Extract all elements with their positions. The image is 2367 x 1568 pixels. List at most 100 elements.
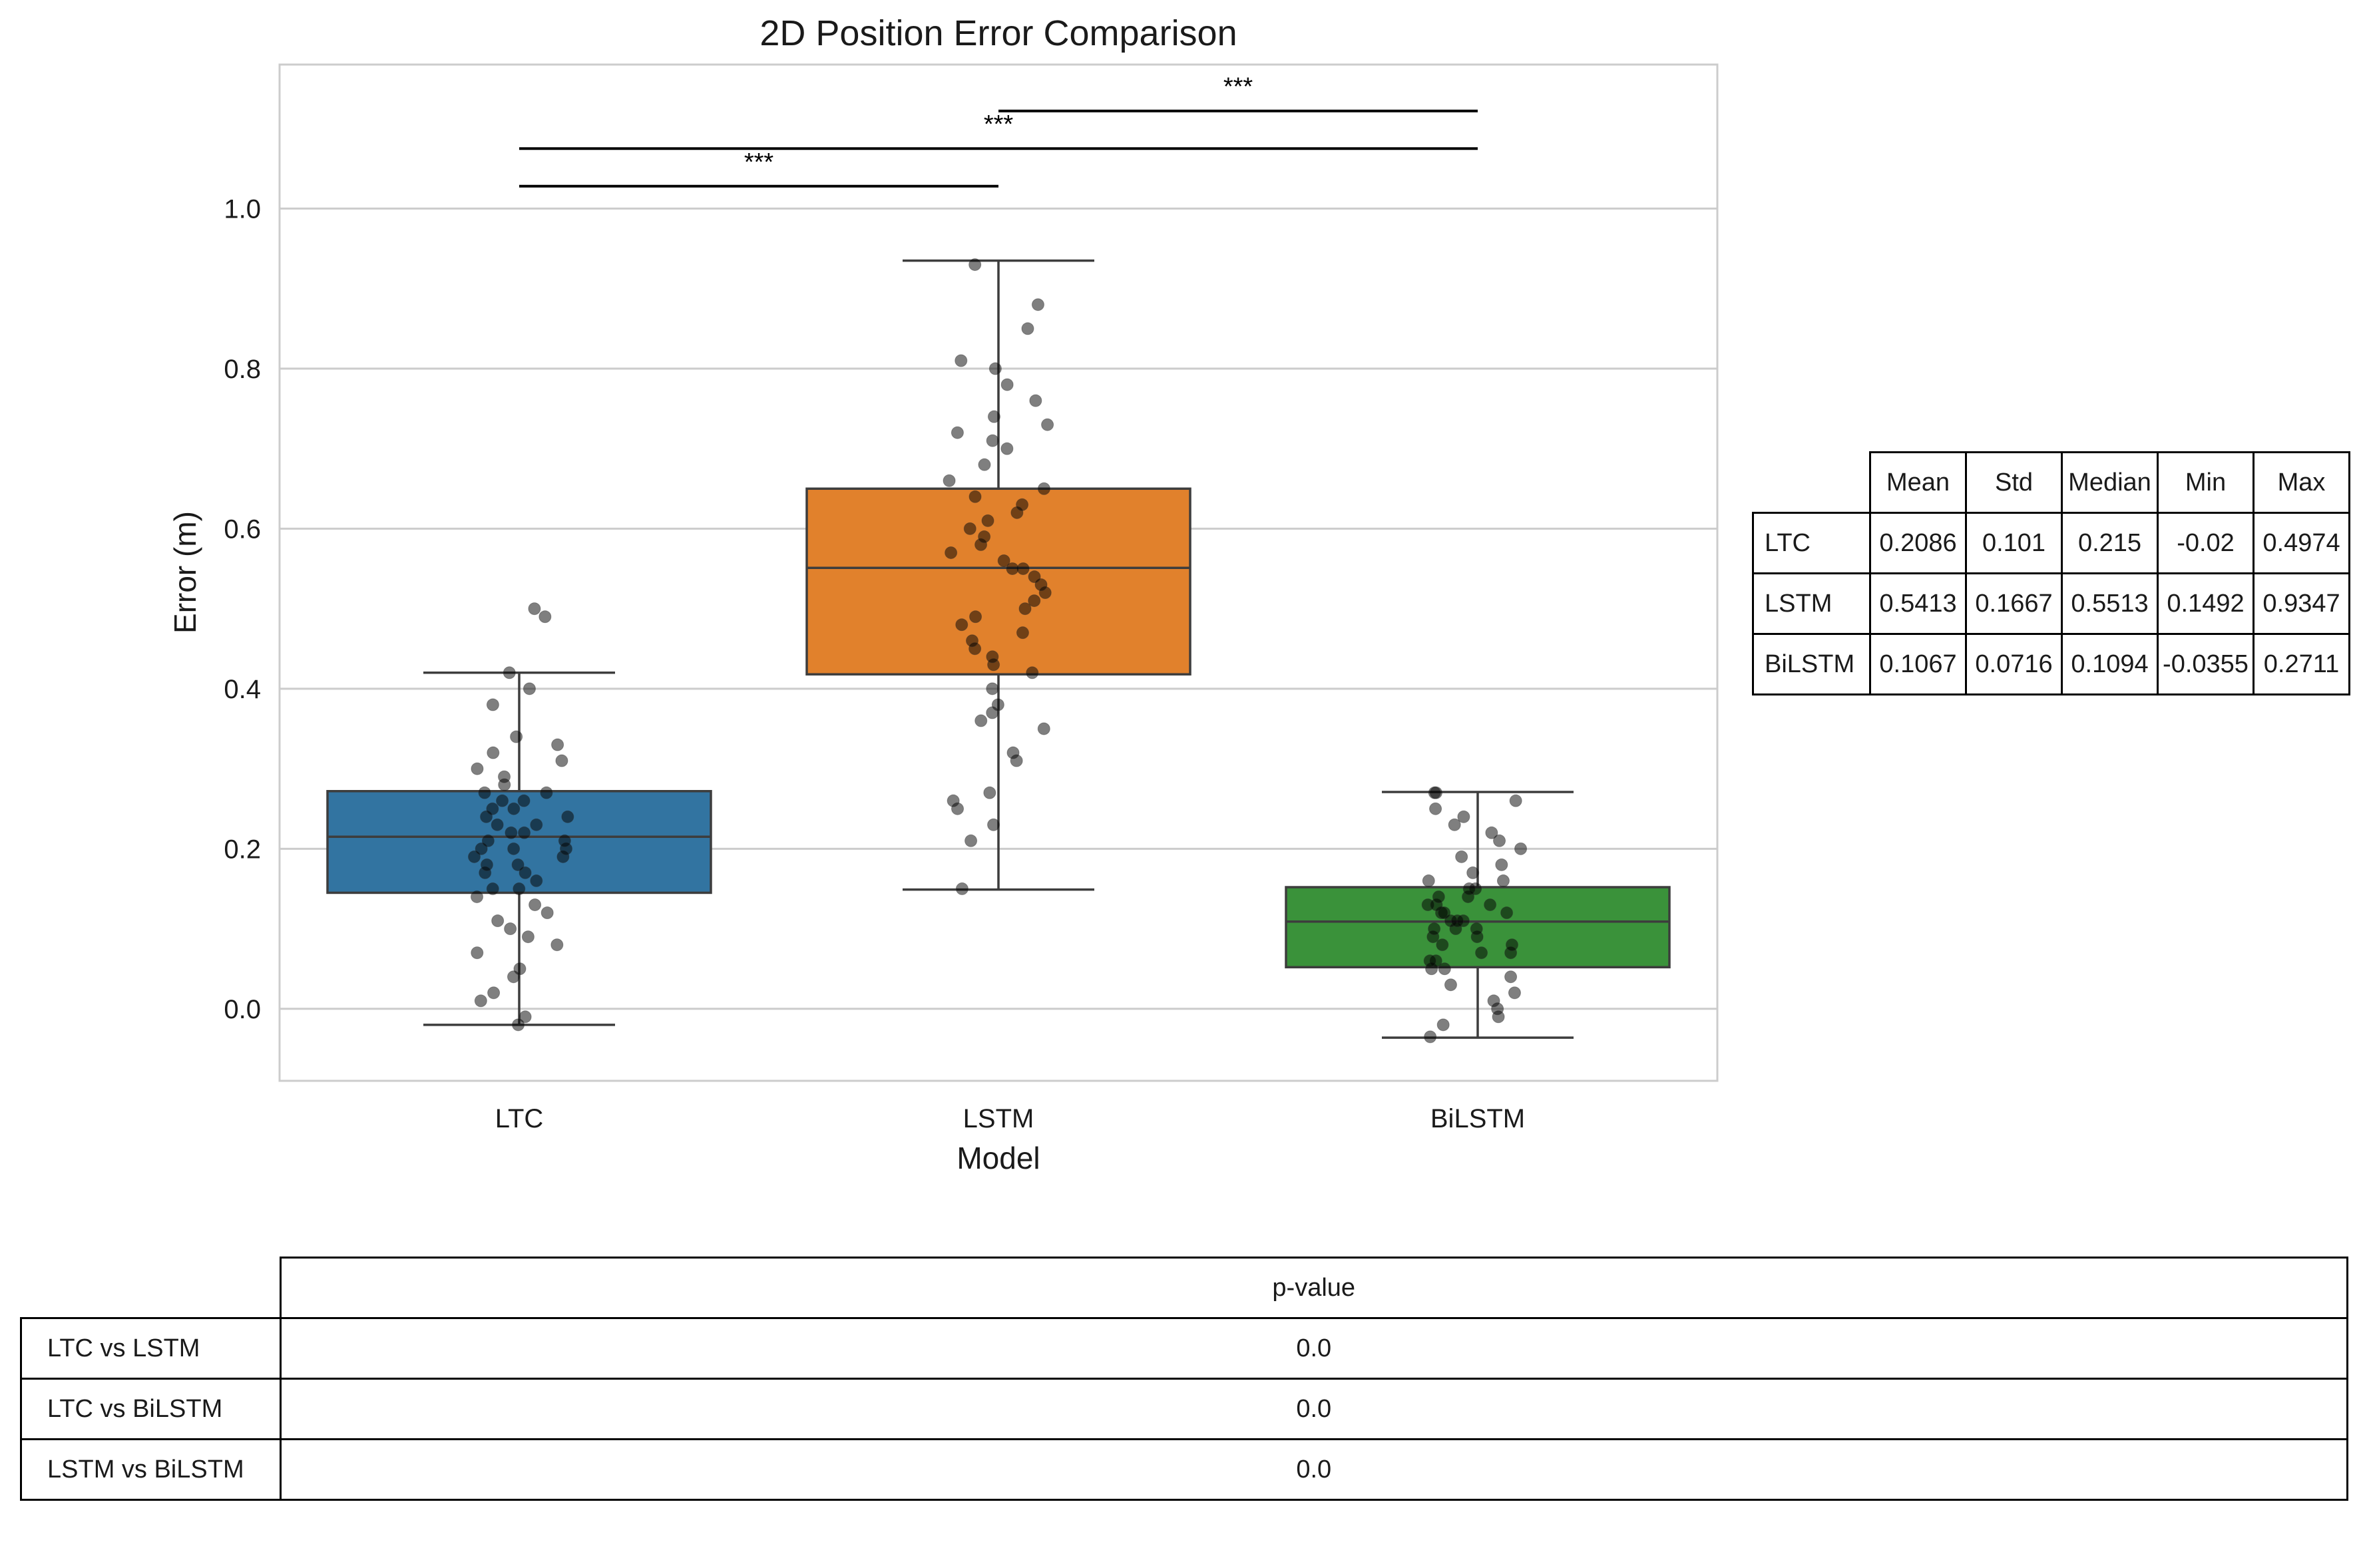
- data-point: [513, 882, 526, 895]
- data-point: [1457, 810, 1470, 823]
- x-axis-label: Model: [957, 1141, 1040, 1175]
- y-tick-label: 0.6: [224, 514, 261, 544]
- data-point: [471, 762, 484, 775]
- x-tick-label: LTC: [495, 1104, 544, 1133]
- stats-corner-cell: [1753, 452, 1871, 514]
- stats-cell: 0.9347: [2253, 572, 2350, 635]
- data-point: [1495, 858, 1508, 871]
- y-tick-label: 0.4: [224, 675, 261, 704]
- pvalue-row-ltc-bilstm: LTC vs BiLSTM 0.0: [20, 1378, 2348, 1440]
- data-point: [1475, 946, 1488, 960]
- data-point: [1462, 882, 1476, 895]
- stats-cell: 0.0716: [1965, 633, 2063, 695]
- data-point: [471, 946, 484, 960]
- data-point: [511, 858, 525, 871]
- data-point: [963, 522, 976, 535]
- significance-label: ***: [984, 110, 1014, 138]
- data-point: [968, 490, 982, 503]
- data-point: [528, 602, 541, 616]
- data-point: [510, 730, 523, 743]
- y-tick-label: 0.2: [224, 835, 261, 864]
- data-point: [1000, 378, 1014, 391]
- data-point: [468, 850, 481, 863]
- pvalue-corner-cell: [21, 1257, 282, 1319]
- data-point: [947, 794, 960, 807]
- plot-frame: [278, 63, 1719, 1082]
- pvalue-cell: 0.0: [279, 1317, 2348, 1380]
- data-point: [986, 682, 999, 695]
- data-point: [518, 826, 531, 839]
- data-point: [1423, 954, 1436, 968]
- data-point: [1424, 1030, 1437, 1044]
- iqr-box: [805, 487, 1191, 676]
- data-point: [1466, 866, 1480, 879]
- data-point: [983, 786, 996, 799]
- data-point: [504, 922, 517, 936]
- data-point: [1037, 722, 1050, 735]
- data-point: [1016, 626, 1029, 640]
- data-point: [491, 818, 504, 831]
- data-point: [1000, 442, 1014, 455]
- x-tick-labels: LTC LSTM BiLSTM: [495, 1104, 1525, 1133]
- data-point: [1436, 1018, 1450, 1032]
- data-point: [551, 738, 564, 751]
- data-point: [538, 610, 552, 624]
- data-point: [474, 994, 487, 1008]
- stats-cell: -0.0355: [2157, 633, 2255, 695]
- data-point: [1429, 802, 1442, 815]
- x-tick-label: LSTM: [963, 1104, 1034, 1133]
- data-point: [512, 1018, 525, 1032]
- data-point: [943, 474, 956, 487]
- data-point: [955, 354, 968, 367]
- data-point: [955, 618, 968, 632]
- data-point: [997, 554, 1010, 567]
- data-point: [1509, 794, 1522, 807]
- stats-cell: 0.1492: [2157, 572, 2255, 635]
- stats-col-mean: Mean: [1869, 451, 1967, 514]
- significance-label: ***: [1223, 73, 1253, 101]
- data-point: [955, 882, 968, 895]
- pvalue-cell: 0.0: [279, 1438, 2348, 1501]
- data-point: [1006, 562, 1019, 575]
- significance-brackets: *** *** ***: [519, 73, 1478, 188]
- data-point: [1028, 594, 1041, 608]
- data-point: [1422, 874, 1435, 887]
- stats-cell: 0.1067: [1869, 633, 1967, 695]
- data-point: [507, 842, 521, 855]
- data-point: [1026, 666, 1039, 680]
- data-point: [491, 914, 505, 928]
- data-point: [1006, 746, 1020, 759]
- stats-row-ltc: LTC 0.2086 0.101 0.215 -0.02 0.4974: [1752, 512, 2350, 574]
- data-point: [966, 634, 979, 648]
- data-point: [986, 650, 999, 664]
- stats-cell: 0.215: [2061, 512, 2159, 574]
- data-point: [987, 818, 1000, 831]
- data-point: [505, 826, 518, 839]
- stats-cell: 0.1667: [1965, 572, 2063, 635]
- pvalue-row-label: LSTM vs BiLSTM: [20, 1438, 282, 1501]
- data-point: [1508, 986, 1521, 1000]
- stats-cell: 0.101: [1965, 512, 2063, 574]
- data-point: [519, 866, 532, 879]
- data-point: [1438, 962, 1451, 976]
- stats-row-lstm: LSTM 0.5413 0.1667 0.5513 0.1492 0.9347: [1752, 572, 2350, 635]
- data-point: [550, 938, 564, 952]
- stats-cell: 0.1094: [2061, 633, 2159, 695]
- data-point: [1455, 850, 1468, 863]
- data-point: [987, 410, 1000, 423]
- data-point: [991, 698, 1004, 711]
- data-point: [1487, 994, 1500, 1008]
- data-point: [978, 530, 991, 543]
- data-point: [1028, 570, 1041, 584]
- x-tick-label: BiLSTM: [1430, 1104, 1525, 1133]
- data-point: [1436, 938, 1449, 952]
- data-point: [1496, 874, 1510, 887]
- y-tick-label: 0.8: [224, 355, 261, 384]
- data-point: [540, 906, 554, 920]
- pvalue-header-row: p-value: [21, 1257, 2348, 1319]
- box-lstm: [805, 259, 1191, 891]
- chart-title: 2D Position Error Comparison: [759, 13, 1237, 53]
- stats-table: Mean Std Median Min Max LTC 0.2086 0.101…: [1752, 451, 2350, 695]
- data-point: [1016, 498, 1029, 511]
